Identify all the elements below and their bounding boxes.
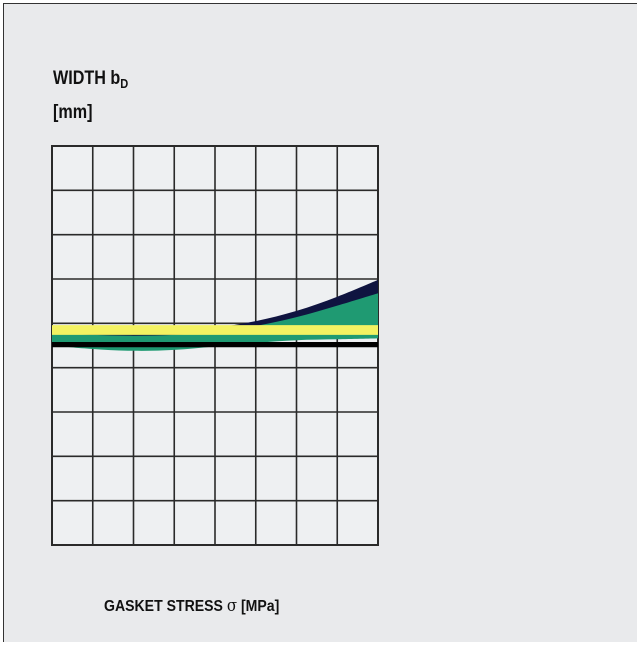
x-axis-label-unit: [MPa] <box>237 598 280 615</box>
series-group <box>52 279 378 351</box>
x-axis-label: GASKET STRESS σ [MPa] <box>104 596 279 616</box>
series-band-2 <box>52 293 378 351</box>
y-axis-label-text: WIDTH b <box>53 68 121 89</box>
x-axis-label-text: GASKET STRESS <box>104 598 227 615</box>
sigma-symbol: σ <box>226 596 238 616</box>
y-axis-label-subscript: D <box>120 76 129 91</box>
y-axis-label: WIDTH bD <box>53 67 128 96</box>
series-band-4 <box>52 325 378 335</box>
series-band-3 <box>52 342 378 348</box>
y-axis-unit: [mm] <box>53 102 93 123</box>
